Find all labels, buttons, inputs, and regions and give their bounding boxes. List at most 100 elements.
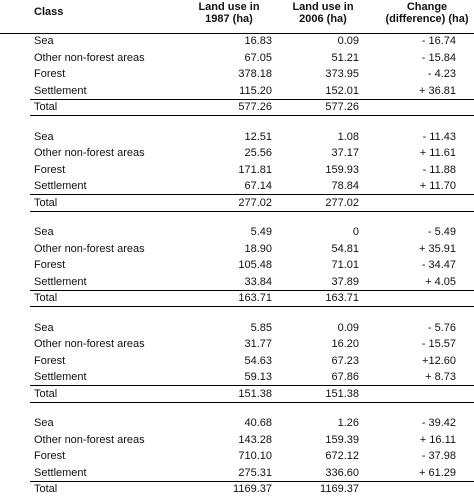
class-cell: Forest bbox=[34, 68, 66, 80]
land-use-2006-cell: 54.81 bbox=[331, 242, 359, 255]
land-use-1987-cell: 25.56 bbox=[244, 147, 272, 159]
land-use-1987-cell: 171.81 bbox=[238, 163, 272, 176]
table-row: Other non-forest areas 25.56 37.17 + 11.61 bbox=[0, 145, 474, 161]
change-cell: + 8.73 bbox=[425, 371, 456, 383]
land-use-1987-cell: 33.84 bbox=[244, 275, 272, 288]
class-cell: Settlement bbox=[34, 371, 87, 383]
change-cell: - 15.57 bbox=[421, 338, 456, 350]
column-header-change: Change (difference) (ha) bbox=[385, 1, 469, 25]
land-use-1987-cell: 67.14 bbox=[244, 180, 272, 192]
table-row: Sea 12.51 1.08 - 11.43 bbox=[0, 129, 474, 145]
table-row: Settlement 67.14 78.84 + 11.70 bbox=[0, 178, 474, 194]
table-row: Settlement 115.20 152.01 + 36.81 bbox=[0, 83, 474, 99]
land-use-1987-cell: 5.49 bbox=[250, 226, 272, 238]
land-use-1987-cell: 163.71 bbox=[238, 292, 272, 304]
class-cell: Settlement bbox=[34, 466, 87, 479]
total-row: Total 277.02 277.02 bbox=[0, 195, 474, 211]
land-use-2006-cell: 1.26 bbox=[337, 417, 359, 429]
land-use-1987-cell: 18.90 bbox=[244, 242, 272, 255]
column-header-class: Class bbox=[34, 6, 64, 18]
change-cell: - 11.43 bbox=[422, 130, 456, 143]
land-use-1987-cell: 577.26 bbox=[238, 101, 272, 113]
land-use-2006-cell: 0.09 bbox=[337, 321, 359, 334]
land-use-1987-cell: 277.02 bbox=[238, 196, 272, 209]
table-header: Class Land use in 1987 (ha) Land use in 20… bbox=[0, 0, 474, 34]
table-row: Sea 5.85 0.09 - 5.76 bbox=[0, 320, 474, 336]
land-use-1987-cell: 105.48 bbox=[238, 259, 272, 271]
land-use-1987-cell: 54.63 bbox=[244, 354, 272, 367]
land-use-2006-cell: 672.12 bbox=[325, 450, 359, 462]
class-cell: Total bbox=[34, 196, 58, 209]
land-use-1987-cell: 67.05 bbox=[244, 51, 272, 64]
land-use-2006-cell: 51.21 bbox=[331, 51, 359, 64]
change-cell: - 4.23 bbox=[427, 68, 456, 80]
land-use-1987-cell: 143.28 bbox=[238, 433, 272, 446]
land-use-1987-cell: 115.20 bbox=[239, 84, 272, 97]
total-row: Total 151.38 151.38 bbox=[0, 386, 474, 402]
table-row: Forest 171.81 159.93 - 11.88 bbox=[0, 162, 474, 178]
land-use-2006-cell: 159.93 bbox=[325, 163, 359, 176]
class-cell: Total bbox=[34, 387, 58, 400]
class-cell: Other non-forest areas bbox=[34, 433, 145, 446]
change-cell: +12.60 bbox=[422, 354, 456, 367]
total-divider bbox=[30, 385, 474, 386]
class-cell: Forest bbox=[34, 163, 66, 176]
change-cell: + 35.91 bbox=[418, 242, 456, 255]
table-row: Settlement 33.84 37.89 + 4.05 bbox=[0, 274, 474, 290]
class-cell: Settlement bbox=[34, 180, 87, 192]
land-use-2006-cell: 67.86 bbox=[331, 371, 359, 383]
total-divider bbox=[30, 194, 474, 195]
table-row: Settlement 59.13 67.86 + 8.73 bbox=[0, 369, 474, 385]
change-cell: + 16.11 bbox=[419, 433, 456, 446]
table-row: Forest 710.10 672.12 - 37.98 bbox=[0, 448, 474, 464]
group-divider bbox=[30, 210, 474, 212]
change-cell: - 16.74 bbox=[421, 35, 456, 47]
change-cell: + 61.29 bbox=[418, 466, 456, 479]
total-row: Total 577.26 577.26 bbox=[0, 99, 474, 115]
change-cell: - 15.84 bbox=[421, 51, 456, 64]
land-use-1987-cell: 31.77 bbox=[244, 338, 272, 350]
class-cell: Sea bbox=[34, 417, 54, 429]
table-row: Settlement 275.31 336.60 + 61.29 bbox=[0, 465, 474, 481]
land-use-2006-cell: 1169.37 bbox=[320, 483, 359, 495]
class-cell: Forest bbox=[34, 354, 66, 367]
total-row: Total 1169.37 1169.37 bbox=[0, 481, 474, 497]
change-cell: + 36.81 bbox=[418, 84, 456, 97]
land-use-2006-cell: 577.26 bbox=[325, 101, 359, 113]
group-divider bbox=[30, 401, 474, 403]
group-divider bbox=[30, 115, 474, 116]
land-use-2006-cell: 159.39 bbox=[325, 433, 359, 446]
land-use-1987-cell: 151.38 bbox=[238, 387, 272, 400]
change-cell: - 39.42 bbox=[421, 417, 456, 429]
column-header-1987: Land use in 1987 (ha) bbox=[198, 1, 260, 25]
land-use-1987-cell: 1169.37 bbox=[233, 483, 272, 495]
land-use-2006-cell: 277.02 bbox=[325, 196, 359, 209]
group-divider bbox=[30, 306, 474, 307]
class-cell: Total bbox=[34, 483, 58, 495]
class-cell: Forest bbox=[34, 259, 66, 271]
table-row: Other non-forest areas 67.05 51.21 - 15.84 bbox=[0, 50, 474, 66]
change-cell: - 34.47 bbox=[421, 259, 456, 271]
total-row: Total 163.71 163.71 bbox=[0, 290, 474, 306]
class-cell: Sea bbox=[34, 226, 54, 238]
table-row: Other non-forest areas 18.90 54.81 + 35.91 bbox=[0, 241, 474, 257]
land-use-1987-cell: 275.31 bbox=[238, 466, 272, 479]
table-row: Other non-forest areas 143.28 159.39 + 16.1… bbox=[0, 432, 474, 448]
change-cell: + 11.61 bbox=[419, 147, 456, 159]
change-cell: - 5.76 bbox=[427, 321, 456, 334]
land-use-2006-cell: 0 bbox=[352, 226, 359, 238]
change-cell: - 5.49 bbox=[427, 226, 456, 238]
land-use-2006-cell: 71.01 bbox=[331, 259, 359, 271]
change-cell: - 11.88 bbox=[422, 163, 456, 176]
land-use-2006-cell: 163.71 bbox=[325, 292, 359, 304]
table-row: Forest 105.48 71.01 - 34.47 bbox=[0, 257, 474, 273]
class-cell: Other non-forest areas bbox=[34, 147, 145, 159]
class-cell: Settlement bbox=[34, 84, 87, 97]
land-use-1987-cell: 16.83 bbox=[244, 35, 272, 47]
land-use-1987-cell: 5.85 bbox=[250, 321, 272, 334]
column-header-2006: Land use in 2006 (ha) bbox=[292, 1, 354, 25]
class-cell: Settlement bbox=[34, 275, 87, 288]
total-divider bbox=[30, 289, 474, 291]
class-cell: Other non-forest areas bbox=[34, 242, 145, 255]
